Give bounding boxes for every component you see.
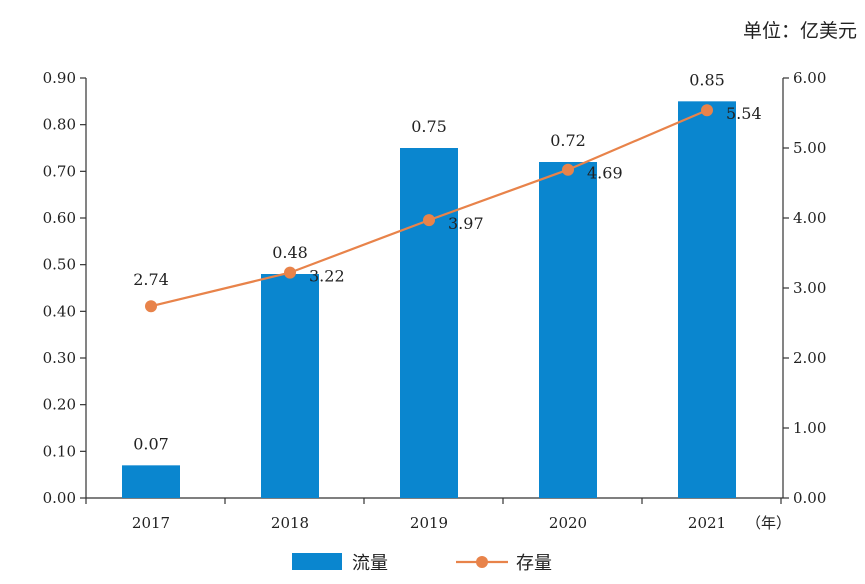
legend-bar-label: 流量 — [352, 553, 388, 574]
left-tick-label: 0.40 — [43, 302, 76, 320]
left-tick-label: 0.70 — [43, 162, 76, 180]
legend-line-label: 存量 — [516, 553, 552, 574]
right-tick-label: 4.00 — [793, 209, 826, 227]
bar-2019 — [400, 148, 458, 498]
x-tick-label: 2019 — [410, 514, 448, 532]
right-tick-label: 0.00 — [793, 489, 826, 507]
left-tick-label: 0.10 — [43, 442, 76, 460]
right-tick-label: 6.00 — [793, 69, 826, 87]
bar-value-label: 0.07 — [133, 434, 169, 453]
right-axis: 0.00 1.00 2.00 3.00 4.00 5.00 6.00 — [782, 69, 826, 507]
bar-2017 — [122, 465, 180, 498]
line-value-label: 4.69 — [587, 164, 623, 183]
left-tick-label: 0.60 — [43, 209, 76, 227]
line-point-2019 — [423, 214, 435, 227]
line-point-2020 — [562, 163, 574, 176]
left-tick-label: 0.30 — [43, 349, 76, 367]
line-value-label: 3.22 — [309, 267, 345, 286]
line-series: 2.74 3.22 3.97 4.69 5.54 — [133, 104, 762, 313]
bar-value-label: 0.72 — [550, 131, 586, 150]
bar-series: 0.07 0.48 0.75 0.72 0.85 — [122, 70, 736, 498]
right-tick-label: 3.00 — [793, 279, 826, 297]
left-tick-label: 0.50 — [43, 256, 76, 274]
line-value-label: 2.74 — [133, 270, 169, 289]
x-tick-label: 2017 — [132, 514, 170, 532]
bar-2020 — [539, 162, 597, 498]
x-tick-label: 2021 — [688, 514, 726, 532]
x-axis-unit: （年） — [746, 514, 791, 532]
bar-2018 — [261, 274, 319, 498]
line-point-2021 — [701, 104, 713, 117]
line-point-2017 — [145, 300, 157, 313]
unit-label: 单位：亿美元 — [742, 20, 857, 42]
x-axis: 2017 2018 2019 2020 2021 （年） — [85, 497, 791, 532]
legend-line-marker — [476, 556, 488, 568]
bar-value-label: 0.85 — [689, 70, 725, 89]
line-value-label: 5.54 — [726, 104, 762, 123]
left-tick-label: 0.80 — [43, 116, 76, 134]
line-value-label: 3.97 — [448, 214, 484, 233]
left-tick-label: 0.90 — [43, 69, 76, 87]
bar-value-label: 0.75 — [411, 117, 447, 136]
right-tick-label: 5.00 — [793, 139, 826, 157]
legend-bar-swatch — [292, 553, 342, 570]
legend: 流量 存量 — [292, 553, 552, 574]
x-tick-label: 2018 — [271, 514, 309, 532]
right-tick-label: 1.00 — [793, 419, 826, 437]
bar-2021 — [678, 101, 736, 498]
left-tick-label: 0.00 — [43, 489, 76, 507]
right-tick-label: 2.00 — [793, 349, 826, 367]
bar-value-label: 0.48 — [272, 243, 308, 262]
left-tick-label: 0.20 — [43, 396, 76, 414]
left-axis: 0.00 0.10 0.20 0.30 0.40 0.50 0.60 0.70 0.80 0.90 — [43, 69, 87, 507]
line-point-2018 — [284, 266, 296, 279]
x-tick-label: 2020 — [549, 514, 587, 532]
